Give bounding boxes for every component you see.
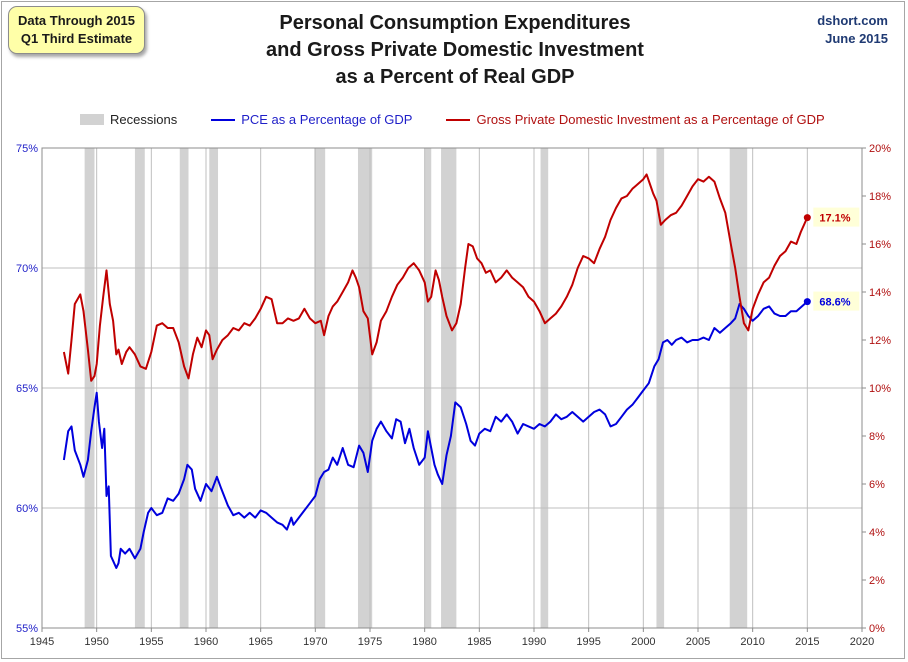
y-right-tick-label-9: 18%	[869, 191, 891, 203]
pce-end-point	[803, 298, 811, 306]
legend: Recessions PCE as a Percentage of GDP Gr…	[80, 112, 859, 127]
x-tick-label-2020: 2020	[850, 636, 874, 648]
y-right-tick-label-2: 4%	[869, 527, 885, 539]
y-right-tick-label-10: 20%	[869, 143, 891, 155]
y-right-tick-label-4: 8%	[869, 431, 885, 443]
legend-gpdi-label: Gross Private Domestic Investment as a P…	[476, 112, 825, 127]
gpdi-end-point	[803, 214, 811, 222]
credit-site: dshort.com	[817, 13, 888, 28]
x-tick-label-1980: 1980	[412, 636, 436, 648]
y-right-tick-label-5: 10%	[869, 383, 891, 395]
x-tick-label-1950: 1950	[84, 636, 108, 648]
x-tick-label-1995: 1995	[576, 636, 600, 648]
title-line-3: as a Percent of Real GDP	[335, 66, 575, 88]
pce-end-label: 68.6%	[819, 297, 850, 309]
x-tick-label-1975: 1975	[358, 636, 382, 648]
y-right-tick-label-3: 6%	[869, 479, 885, 491]
legend-gpdi: Gross Private Domestic Investment as a P…	[446, 112, 825, 127]
gpdi-end-label: 17.1%	[819, 213, 850, 225]
y-right-tick-label-7: 14%	[869, 287, 891, 299]
data-through-note: Data Through 2015 Q1 Third Estimate	[8, 6, 145, 54]
x-tick-label-1955: 1955	[139, 636, 163, 648]
y-left-tick-label-0: 55%	[16, 623, 38, 635]
pce-end-label-bg	[813, 291, 860, 311]
title-line-2: and Gross Private Domestic Investment	[266, 39, 644, 61]
note-line-1: Data Through 2015	[17, 13, 136, 28]
gpdi-end-label-bg	[813, 207, 860, 227]
x-tick-label-1960: 1960	[194, 636, 218, 648]
legend-recessions-swatch	[80, 114, 104, 125]
y-left-tick-label-4: 75%	[16, 143, 38, 155]
x-tick-label-1970: 1970	[303, 636, 327, 648]
y-left-tick-label-1: 60%	[16, 503, 38, 515]
y-right-tick-label-0: 0%	[869, 623, 885, 635]
x-tick-label-1990: 1990	[522, 636, 546, 648]
x-tick-label-1985: 1985	[467, 636, 491, 648]
x-tick-label-2000: 2000	[631, 636, 655, 648]
y-left-tick-label-3: 70%	[16, 263, 38, 275]
legend-pce-swatch	[211, 118, 236, 121]
legend-recessions: Recessions	[80, 112, 177, 127]
legend-pce-label: PCE as a Percentage of GDP	[241, 112, 413, 127]
legend-pce: PCE as a Percentage of GDP	[211, 112, 412, 127]
note-line-2: Q1 Third Estimate	[20, 31, 133, 46]
x-tick-label-1945: 1945	[30, 636, 54, 648]
gpdi-series-line	[62, 173, 809, 382]
chart-title: Personal Consumption Expenditures and Gr…	[200, 10, 710, 91]
credit-date: June 2015	[825, 31, 888, 46]
y-left-tick-label-2: 65%	[16, 383, 38, 395]
y-right-tick-label-1: 2%	[869, 575, 885, 587]
x-tick-label-2015: 2015	[795, 636, 819, 648]
pce-series-line	[62, 300, 808, 569]
title-line-1: Personal Consumption Expenditures	[279, 12, 631, 34]
y-right-tick-label-6: 12%	[869, 335, 891, 347]
x-tick-label-2005: 2005	[686, 636, 710, 648]
credit: dshort.com June 2015	[817, 12, 888, 48]
x-tick-label-2010: 2010	[740, 636, 764, 648]
legend-recessions-label: Recessions	[110, 112, 178, 127]
legend-gpdi-swatch	[446, 118, 471, 121]
x-tick-label-1965: 1965	[248, 636, 272, 648]
y-right-tick-label-8: 16%	[869, 239, 891, 251]
